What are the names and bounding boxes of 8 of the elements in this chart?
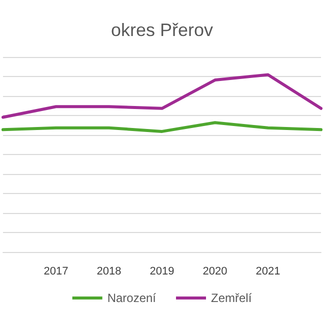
- x-tick-label: 2018: [96, 266, 122, 278]
- x-tick-label: 2020: [202, 266, 228, 278]
- legend-label: Zemřelí: [211, 291, 252, 305]
- x-tick-label: 2017: [44, 266, 68, 278]
- x-tick-label: 2019: [150, 266, 174, 278]
- chart-title: okres Přerov: [110, 20, 214, 40]
- legend-label: Narození: [107, 291, 157, 305]
- x-tick-label: 2021: [256, 266, 280, 278]
